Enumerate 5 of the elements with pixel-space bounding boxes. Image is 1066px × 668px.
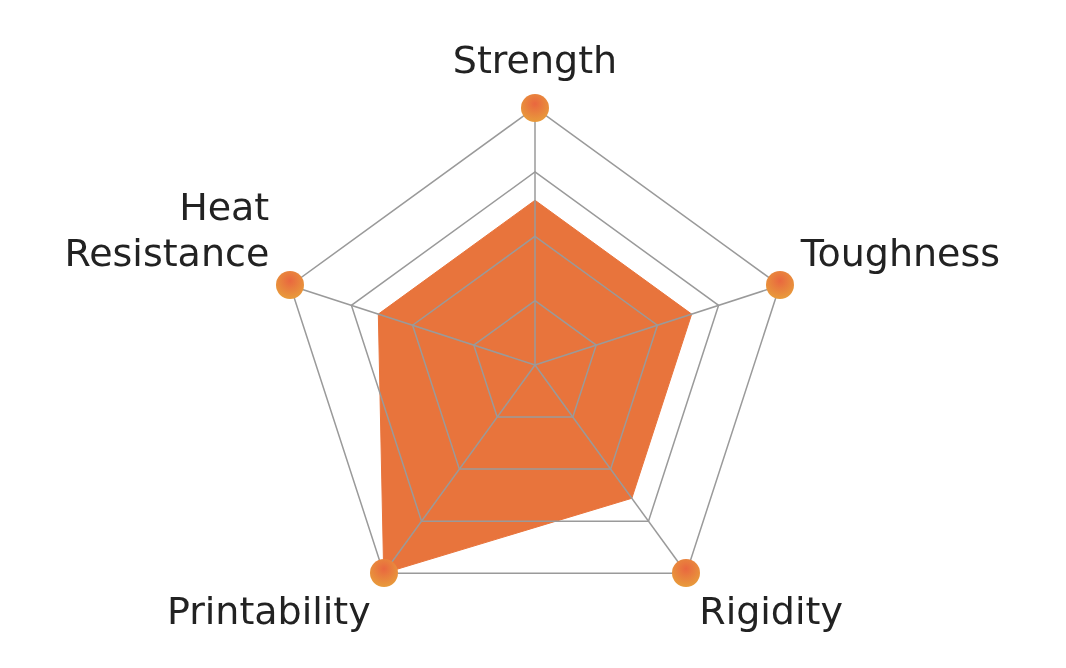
- spoke-label: Toughness: [799, 230, 1001, 275]
- spoke-label: Heat Resistance: [64, 185, 270, 275]
- spoke-label: Printability: [166, 588, 371, 633]
- spoke-label: Rigidity: [699, 588, 843, 633]
- spoke-label: Strength: [452, 37, 618, 82]
